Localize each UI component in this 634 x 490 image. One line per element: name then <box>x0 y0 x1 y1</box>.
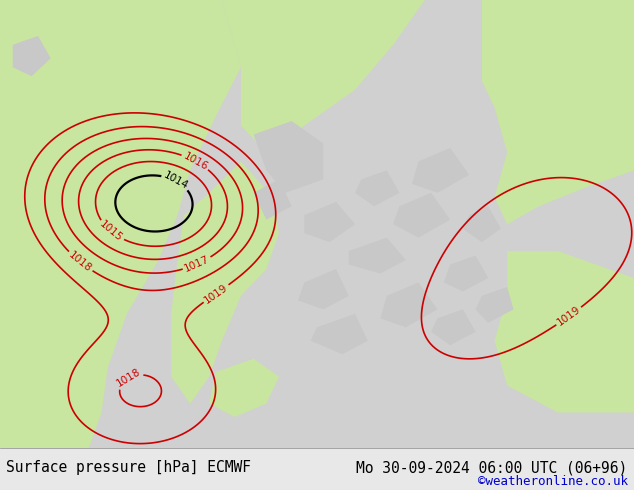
Polygon shape <box>311 314 368 354</box>
Polygon shape <box>13 36 51 76</box>
Polygon shape <box>444 256 488 292</box>
Polygon shape <box>171 161 279 404</box>
Text: 1019: 1019 <box>555 304 583 328</box>
Polygon shape <box>0 0 241 448</box>
Text: 1017: 1017 <box>183 254 211 274</box>
Polygon shape <box>349 238 406 273</box>
Polygon shape <box>209 359 279 417</box>
Polygon shape <box>495 251 634 413</box>
Polygon shape <box>355 171 399 206</box>
Polygon shape <box>254 179 292 220</box>
Text: 1015: 1015 <box>98 219 124 244</box>
Polygon shape <box>431 309 476 345</box>
Text: Surface pressure [hPa] ECMWF: Surface pressure [hPa] ECMWF <box>6 460 251 475</box>
Text: Mo 30-09-2024 06:00 UTC (06+96): Mo 30-09-2024 06:00 UTC (06+96) <box>356 460 628 475</box>
Polygon shape <box>412 148 469 193</box>
Text: 1016: 1016 <box>181 150 209 172</box>
Polygon shape <box>380 282 437 327</box>
Polygon shape <box>476 287 514 323</box>
Polygon shape <box>254 121 323 193</box>
Polygon shape <box>304 202 355 242</box>
Polygon shape <box>222 0 425 152</box>
Polygon shape <box>463 206 501 242</box>
Polygon shape <box>482 0 634 224</box>
Text: 1018: 1018 <box>67 249 94 274</box>
Text: 1014: 1014 <box>162 170 190 192</box>
Text: 1018: 1018 <box>115 367 143 389</box>
Polygon shape <box>393 193 450 238</box>
Polygon shape <box>298 269 349 309</box>
Text: ©weatheronline.co.uk: ©weatheronline.co.uk <box>477 475 628 488</box>
Text: 1019: 1019 <box>202 282 230 305</box>
